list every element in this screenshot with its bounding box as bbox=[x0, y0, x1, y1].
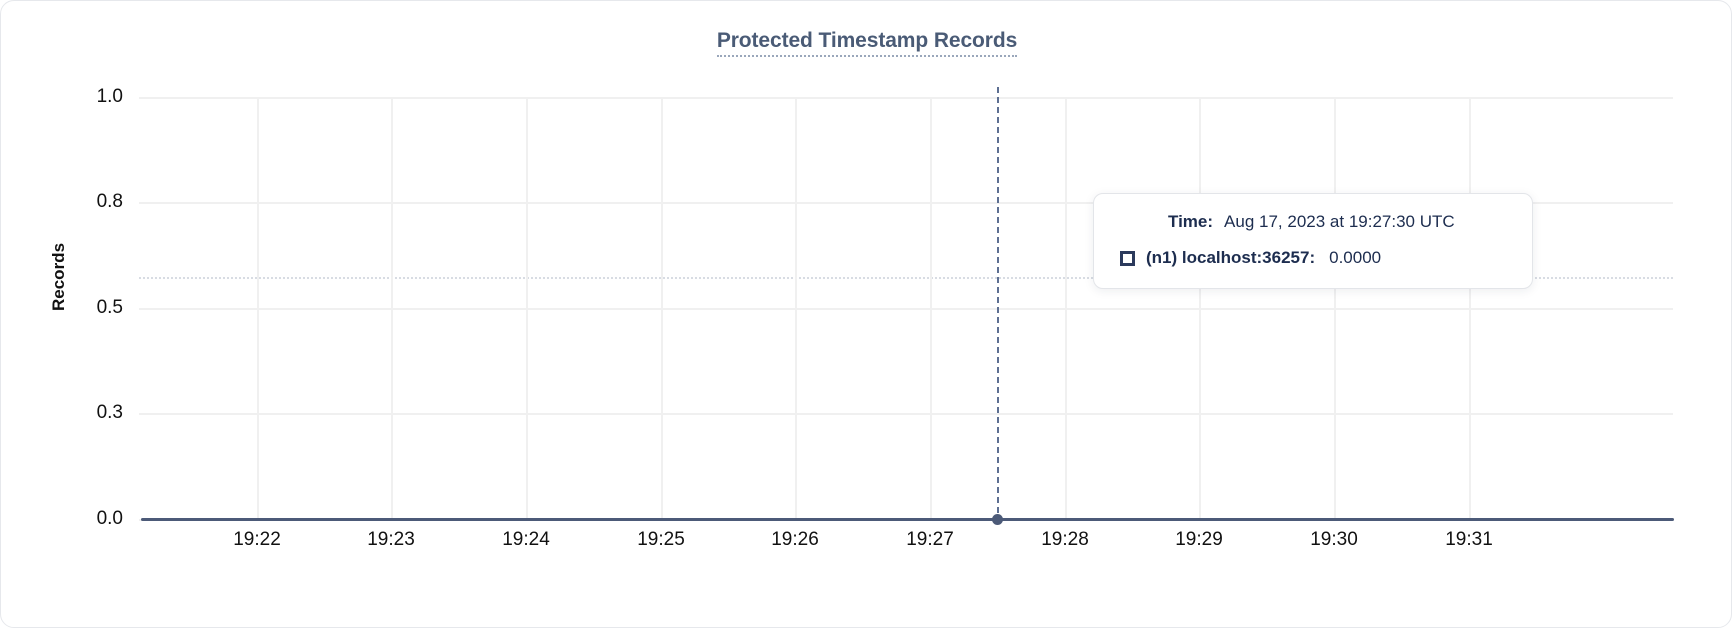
x-tick-label: 19:27 bbox=[906, 529, 954, 550]
x-tick-label: 19:29 bbox=[1175, 529, 1223, 550]
gridline-vertical bbox=[661, 97, 663, 521]
tooltip-series-label: (n1) localhost:36257: bbox=[1146, 248, 1316, 267]
y-tick-label: 0.5 bbox=[96, 297, 123, 318]
gridline-vertical bbox=[526, 97, 528, 521]
y-tick-label: 1.0 bbox=[96, 86, 123, 107]
x-tick-label: 19:28 bbox=[1041, 529, 1089, 550]
x-tick-label: 19:24 bbox=[502, 529, 550, 550]
gridline-vertical bbox=[795, 97, 797, 521]
x-tick-label: 19:25 bbox=[637, 529, 685, 550]
tooltip-series-row: (n1) localhost:36257: 0.0000 bbox=[1120, 248, 1506, 268]
gridline-horizontal bbox=[139, 202, 1673, 204]
tooltip-time-label: Time: bbox=[1168, 212, 1214, 231]
y-tick-label: 0.3 bbox=[96, 402, 123, 423]
gridline-vertical bbox=[930, 97, 932, 521]
gridline-horizontal bbox=[139, 413, 1673, 415]
chart-title-text: Protected Timestamp Records bbox=[716, 29, 1017, 57]
x-tick-label: 19:23 bbox=[367, 529, 415, 550]
gridline-horizontal bbox=[139, 97, 1673, 99]
gridline-vertical bbox=[1065, 97, 1067, 521]
crosshair-line bbox=[997, 87, 999, 523]
plot-area[interactable]: 1.0 0.8 0.5 0.3 0.0 19:22 19:23 19:24 19… bbox=[97, 86, 1674, 550]
hover-guide-line bbox=[139, 277, 1673, 279]
series-line-n1-localhost-36257 bbox=[141, 518, 1674, 521]
hover-tooltip: Time: Aug 17, 2023 at 19:27:30 UTC (n1) … bbox=[1093, 193, 1533, 289]
gridline-vertical bbox=[257, 97, 259, 521]
gridline-vertical bbox=[1334, 97, 1336, 521]
x-tick-label: 19:26 bbox=[771, 529, 819, 550]
tooltip-series-value: 0.0000 bbox=[1329, 248, 1382, 267]
x-tick-label: 19:30 bbox=[1310, 529, 1358, 550]
y-tick-label: 0.0 bbox=[96, 508, 123, 529]
gridline-horizontal bbox=[139, 308, 1673, 310]
page-title: Protected Timestamp Records bbox=[1, 29, 1732, 57]
square-outline-icon bbox=[1120, 250, 1135, 266]
gridline-vertical bbox=[1199, 97, 1201, 521]
gridline-vertical bbox=[391, 97, 393, 521]
tooltip-time-value: Aug 17, 2023 at 19:27:30 UTC bbox=[1224, 212, 1455, 231]
data-point-marker[interactable] bbox=[991, 513, 1003, 525]
x-tick-label: 19:31 bbox=[1445, 529, 1493, 550]
y-tick-label: 0.8 bbox=[96, 191, 123, 212]
x-tick-label: 19:22 bbox=[233, 529, 281, 550]
gridline-vertical bbox=[1469, 97, 1471, 521]
tooltip-time-row: Time: Aug 17, 2023 at 19:27:30 UTC bbox=[1168, 212, 1506, 232]
